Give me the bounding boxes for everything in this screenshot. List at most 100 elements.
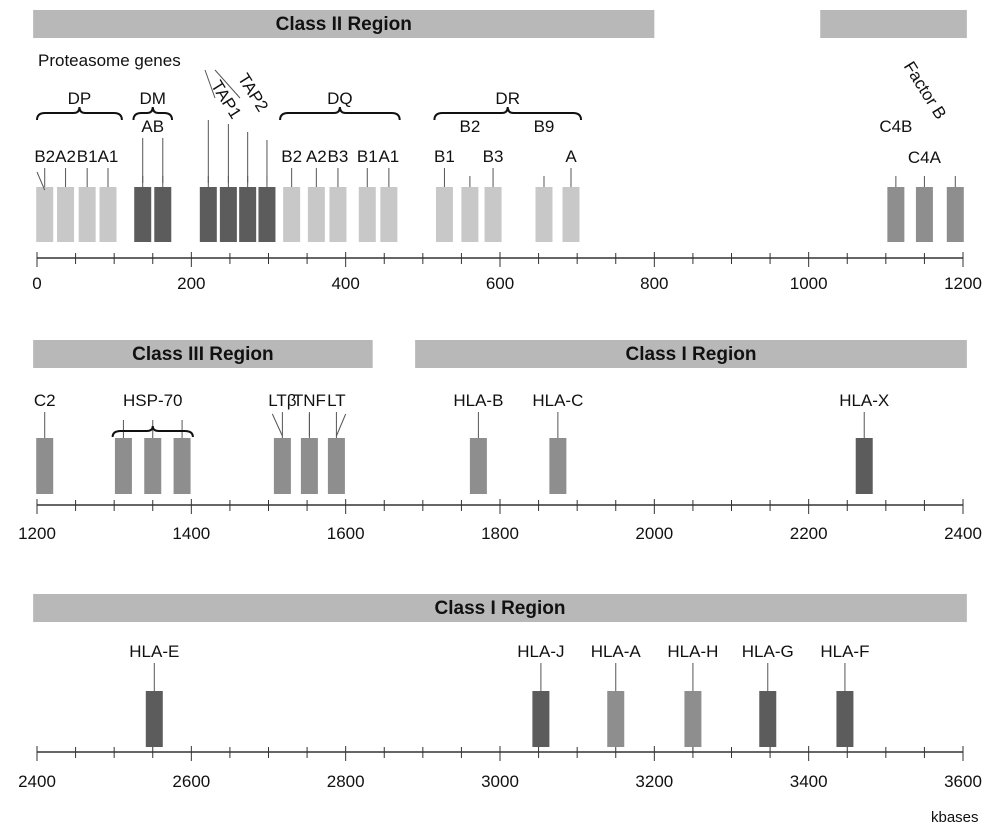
group-brace	[111, 425, 194, 438]
gene-block-b1	[435, 187, 453, 242]
tick-label: 1400	[172, 524, 210, 543]
proteasome-genes-label: Proteasome genes	[38, 51, 181, 70]
gene-label: HLA-G	[742, 642, 794, 661]
gene-block	[199, 187, 217, 242]
region-label: Class II Region	[276, 14, 412, 35]
gene-block-hla-g	[759, 691, 777, 747]
gene-block-hla-e	[145, 691, 163, 747]
gene-label: HLA-A	[591, 642, 642, 661]
gene-block-hla-a	[607, 691, 625, 747]
region-label: Class I Region	[626, 344, 757, 365]
tick-label: 600	[486, 274, 514, 293]
gene-label: B3	[483, 147, 504, 166]
leader-line	[335, 413, 347, 437]
gene-block	[461, 187, 479, 242]
gene-label: C4B	[879, 117, 912, 136]
gene-block-b1	[78, 187, 96, 242]
gene-label: LTβ	[268, 391, 297, 410]
tick-label: 2200	[790, 524, 828, 543]
gene-label: A2	[306, 147, 327, 166]
group-label: DQ	[327, 89, 353, 108]
tick-label: 400	[331, 274, 359, 293]
gene-label: B1	[77, 147, 98, 166]
gene-block-tnf	[300, 438, 318, 494]
tick-label: 1200	[944, 274, 982, 293]
region-bar-class-iii-region	[33, 340, 373, 368]
gene-block-b3	[329, 187, 347, 242]
group-label: DR	[495, 89, 520, 108]
tick-label: 2400	[944, 524, 982, 543]
gene-block-b1	[358, 187, 376, 242]
gene-block-c2	[36, 438, 54, 494]
gene-block-hla-f	[836, 691, 854, 747]
gene-label: TNF	[293, 391, 326, 410]
gene-block-a1	[380, 187, 398, 242]
group-brace	[132, 106, 174, 121]
gene-label: A1	[98, 147, 119, 166]
gene-block	[946, 187, 964, 242]
gene-block-hla-h	[684, 691, 702, 747]
tick-label: 1200	[18, 524, 56, 543]
region-bar	[820, 10, 967, 38]
group-brace	[36, 106, 123, 121]
gene-block	[134, 187, 152, 242]
group-label: DM	[140, 89, 166, 108]
gene-block-hla-x	[855, 438, 873, 494]
gene-label: A	[565, 147, 577, 166]
gene-label: C2	[34, 391, 56, 410]
gene-block	[887, 187, 905, 242]
gene-block	[114, 438, 132, 494]
gene-label: A1	[378, 147, 399, 166]
gene-label: HLA-C	[532, 391, 583, 410]
gene-label: A2	[55, 147, 76, 166]
gene-block-lt	[327, 438, 345, 494]
gene-label: B1	[434, 147, 455, 166]
gene-block	[154, 187, 172, 242]
gene-block-a2	[57, 187, 75, 242]
region-label: Class I Region	[435, 598, 566, 619]
gene-label: B3	[328, 147, 349, 166]
tick-label: 2400	[18, 772, 56, 791]
gene-label: C4A	[908, 148, 942, 167]
tick-label: 2600	[172, 772, 210, 791]
tick-label: 1800	[481, 524, 519, 543]
region-label: Class III Region	[132, 344, 273, 365]
gene-label: B9	[534, 117, 555, 136]
group-label: HSP-70	[123, 391, 183, 410]
gene-block	[239, 187, 257, 242]
gene-label: HLA-E	[129, 642, 179, 661]
gene-block	[258, 187, 276, 242]
rotated-gene-label: Factor B	[900, 58, 950, 123]
region-bar-class-ii-region	[33, 10, 655, 38]
gene-label: HLA-X	[839, 391, 889, 410]
gene-block	[535, 187, 553, 242]
gene-label: LT	[327, 391, 346, 410]
region-bar-class-i-region	[415, 340, 967, 368]
tick-label: 0	[32, 274, 41, 293]
region-bar-class-i-region	[33, 594, 967, 622]
gene-block	[915, 187, 933, 242]
gene-block-a1	[99, 187, 117, 242]
tick-label: 1000	[790, 274, 828, 293]
gene-block	[219, 187, 237, 242]
tick-label: 2000	[635, 524, 673, 543]
gene-label: B2	[460, 117, 481, 136]
leader-line	[36, 171, 46, 191]
tick-label: 3600	[944, 772, 982, 791]
gene-label: HLA-J	[517, 642, 564, 661]
tick-label: 2800	[327, 772, 365, 791]
tick-label: 3200	[635, 772, 673, 791]
tick-label: 1600	[327, 524, 365, 543]
gene-block-b2	[283, 187, 301, 242]
gene-block-b3	[484, 187, 502, 242]
proteasome-leader	[204, 69, 216, 99]
gene-block-hla-b	[469, 438, 487, 494]
gene-block-a2	[307, 187, 325, 242]
tick-label: 800	[640, 274, 668, 293]
gene-label: B2	[281, 147, 302, 166]
gene-block-a	[562, 187, 580, 242]
gene-label: B2	[34, 147, 55, 166]
gene-block-b2	[36, 187, 54, 242]
gene-block-hla-j	[532, 691, 550, 747]
